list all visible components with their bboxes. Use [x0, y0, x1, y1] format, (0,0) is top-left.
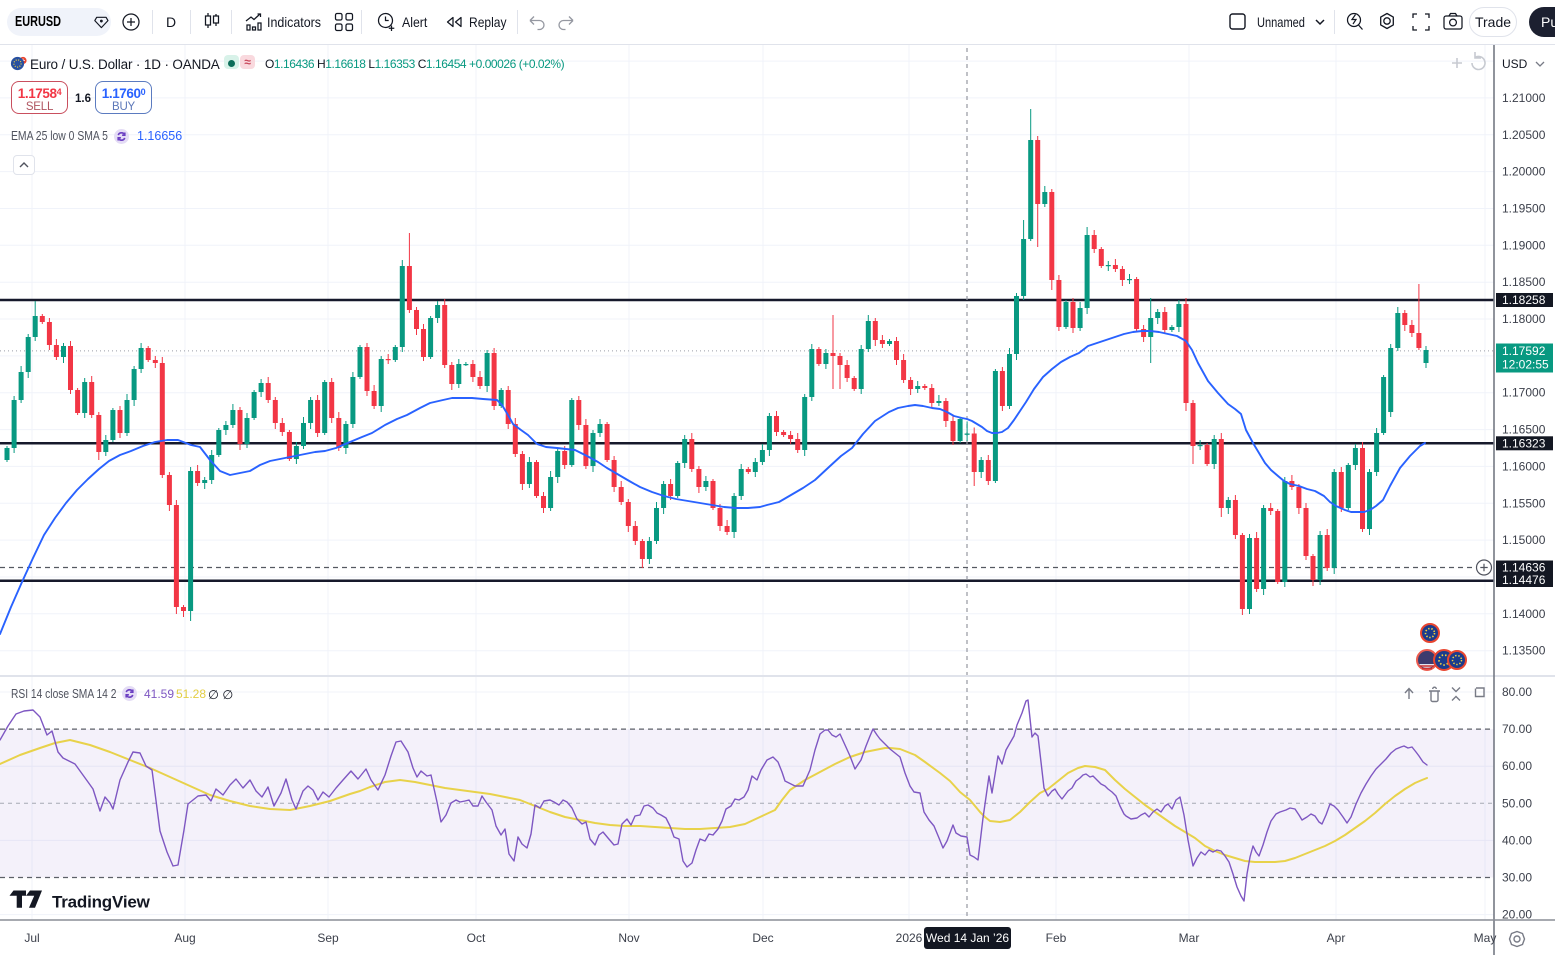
svg-text:Feb: Feb: [1046, 931, 1067, 945]
svg-text:1.18500: 1.18500: [1502, 275, 1546, 289]
svg-text:1.17592: 1.17592: [1502, 344, 1546, 358]
svg-text:Mar: Mar: [1179, 931, 1200, 945]
svg-text:1.17000: 1.17000: [1502, 386, 1546, 400]
svg-text:1.20000: 1.20000: [1502, 165, 1546, 179]
svg-text:1.14000: 1.14000: [1502, 607, 1546, 621]
svg-text:12:02:55: 12:02:55: [1502, 358, 1549, 372]
svg-text:1.18000: 1.18000: [1502, 312, 1546, 326]
svg-text:Nov: Nov: [618, 931, 639, 945]
svg-text:1.14636: 1.14636: [1502, 561, 1546, 575]
svg-text:TradingView: TradingView: [52, 893, 151, 912]
svg-text:Sep: Sep: [317, 931, 339, 945]
svg-text:60.00: 60.00: [1502, 759, 1532, 773]
svg-text:Oct: Oct: [467, 931, 486, 945]
svg-text:20.00: 20.00: [1502, 908, 1532, 922]
svg-text:1.15500: 1.15500: [1502, 496, 1546, 510]
svg-text:70.00: 70.00: [1502, 722, 1532, 736]
svg-text:80.00: 80.00: [1502, 685, 1532, 699]
svg-text:1.19000: 1.19000: [1502, 238, 1546, 252]
svg-text:1.16323: 1.16323: [1502, 436, 1546, 450]
svg-text:30.00: 30.00: [1502, 871, 1532, 885]
svg-text:2026: 2026: [896, 931, 923, 945]
svg-text:1.15000: 1.15000: [1502, 533, 1546, 547]
svg-text:May: May: [1474, 931, 1497, 945]
svg-text:1.21000: 1.21000: [1502, 91, 1546, 105]
svg-text:Apr: Apr: [1327, 931, 1346, 945]
svg-text:USD: USD: [1502, 57, 1528, 71]
svg-text:1.16000: 1.16000: [1502, 459, 1546, 473]
svg-text:50.00: 50.00: [1502, 796, 1532, 810]
svg-text:40.00: 40.00: [1502, 833, 1532, 847]
svg-text:Aug: Aug: [174, 931, 195, 945]
svg-text:Dec: Dec: [752, 931, 773, 945]
svg-text:1.20500: 1.20500: [1502, 128, 1546, 142]
svg-text:1.13500: 1.13500: [1502, 644, 1546, 658]
svg-text:1.19500: 1.19500: [1502, 202, 1546, 216]
svg-text:Wed 14 Jan ’26: Wed 14 Jan ’26: [926, 931, 1009, 945]
svg-text:1.18258: 1.18258: [1502, 293, 1546, 307]
svg-text:1.16500: 1.16500: [1502, 423, 1546, 437]
svg-text:1.14476: 1.14476: [1502, 573, 1546, 587]
svg-text:Jul: Jul: [24, 931, 39, 945]
